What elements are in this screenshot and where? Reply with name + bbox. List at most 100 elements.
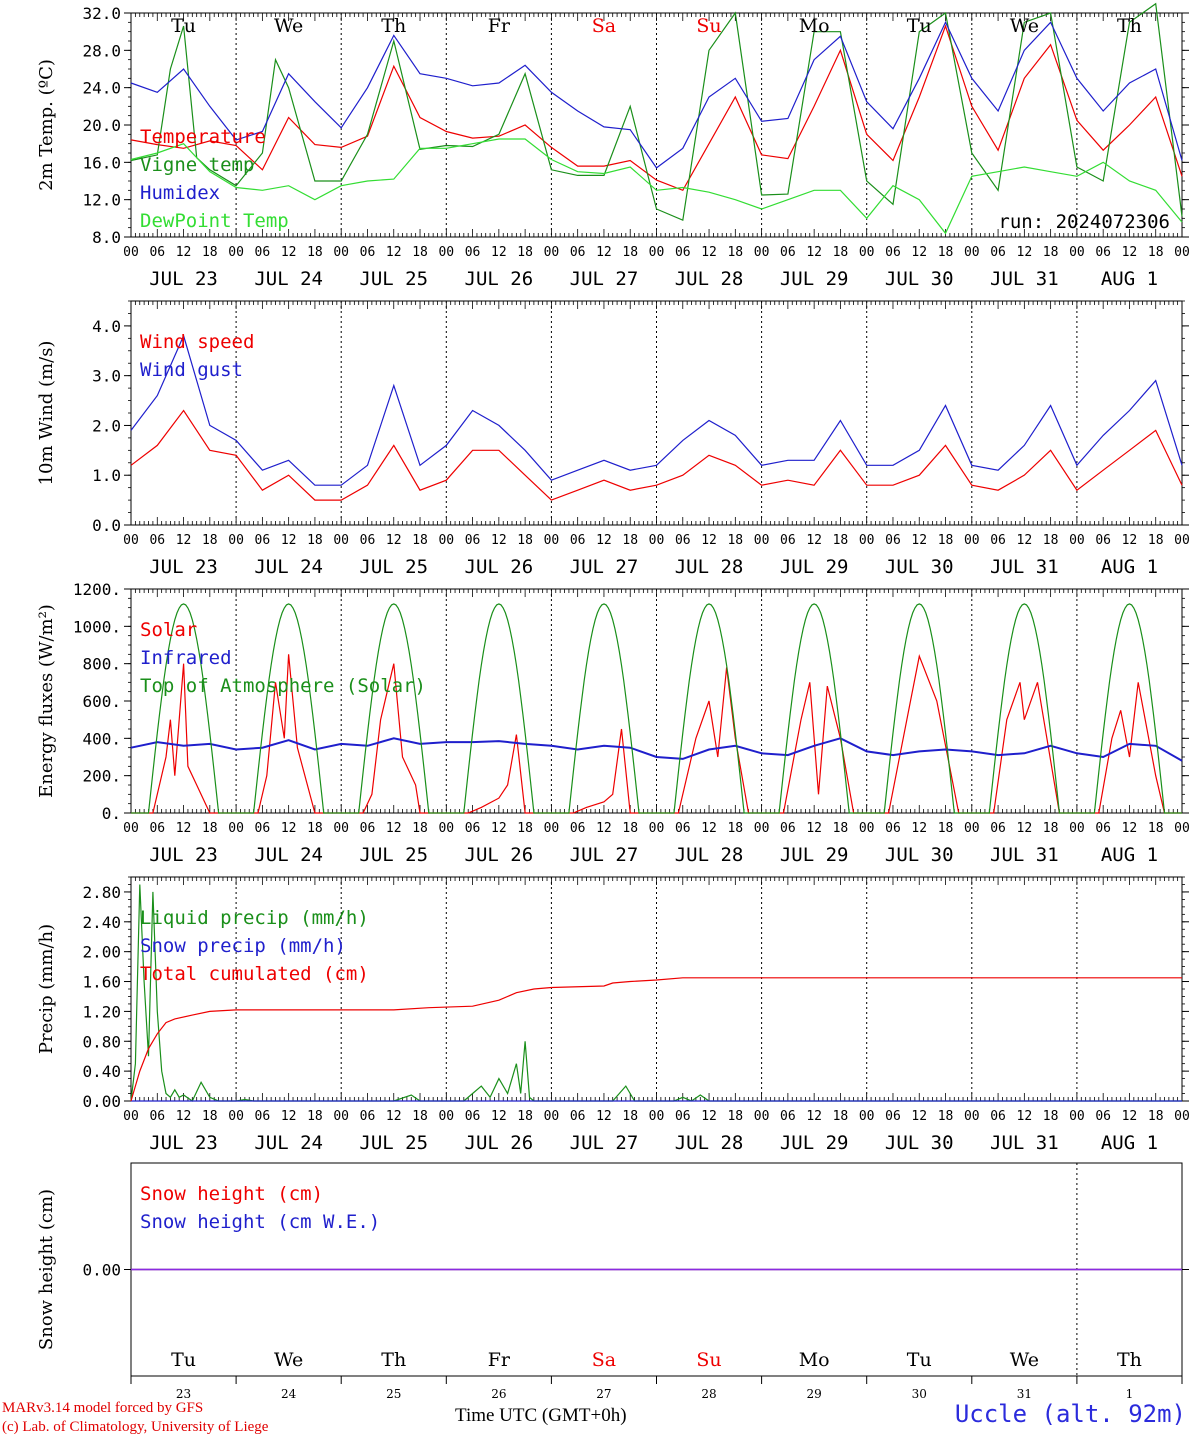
series-line-vigne-temp [130, 2, 1183, 222]
y-tick-label: 2.0 [92, 416, 121, 435]
y-tick-label: 3.0 [92, 367, 121, 386]
x-tick-label: 06 [1095, 245, 1111, 260]
weekday-label: Sa [592, 1349, 616, 1371]
x-tick-label: 00 [228, 533, 244, 548]
x-tick-label: 12 [386, 821, 402, 836]
day-number-label: 28 [701, 1387, 716, 1401]
x-tick-label: 12 [1017, 821, 1033, 836]
legend-entry: Snow height (cm W.E.) [140, 1211, 380, 1233]
x-tick-label: 00 [333, 821, 349, 836]
date-label: JUL 25 [359, 844, 428, 866]
x-tick-label: 18 [938, 821, 954, 836]
series-line-infrared [130, 737, 1183, 762]
x-tick-label: 18 [412, 821, 428, 836]
x-tick-label: 18 [938, 533, 954, 548]
x-tick-label: 12 [596, 245, 612, 260]
date-label: JUL 27 [570, 556, 639, 578]
x-tick-label: 18 [727, 245, 743, 260]
x-tick-label: 00 [649, 1109, 665, 1124]
x-tick-label: 00 [544, 245, 560, 260]
date-label: JUL 28 [675, 556, 744, 578]
weekday-label: Th [1117, 1349, 1142, 1371]
station-label: Uccle (alt. 92m) [954, 1400, 1186, 1428]
x-tick-label: 06 [885, 1109, 901, 1124]
x-tick-label: 18 [307, 821, 323, 836]
x-tick-label: 00 [333, 533, 349, 548]
date-label: JUL 24 [254, 556, 323, 578]
x-tick-label: 06 [1095, 1109, 1111, 1124]
legend-entry: Infrared [140, 647, 232, 669]
x-tick-label: 12 [1017, 1109, 1033, 1124]
x-tick-label: 00 [123, 245, 139, 260]
date-label: JUL 24 [254, 268, 323, 290]
x-tick-label: 12 [1122, 1109, 1138, 1124]
x-tick-label: 06 [780, 1109, 796, 1124]
x-tick-label: 00 [333, 1109, 349, 1124]
weekday-label: Th [381, 15, 406, 37]
date-label: JUL 23 [149, 268, 218, 290]
x-tick-label: 06 [360, 821, 376, 836]
y-axis-label: Snow height (cm) [36, 1189, 57, 1350]
weekday-label: Th [381, 1349, 406, 1371]
x-tick-label: 12 [911, 245, 927, 260]
x-tick-label: 12 [491, 1109, 507, 1124]
x-tick-label: 06 [990, 821, 1006, 836]
y-tick-label: 1200. [73, 580, 121, 599]
date-label: JUL 25 [359, 1132, 428, 1154]
x-tick-label: 12 [281, 533, 297, 548]
x-tick-label: 00 [228, 245, 244, 260]
legend-entry: Wind gust [140, 359, 243, 381]
legend-entry: Top of Atmosphere (Solar) [140, 675, 426, 697]
date-label: JUL 26 [465, 268, 534, 290]
weekday-label: Tu [907, 1349, 932, 1371]
x-tick-label: 18 [622, 533, 638, 548]
x-tick-label: 00 [333, 245, 349, 260]
x-tick-label: 18 [202, 245, 218, 260]
x-tick-label: 18 [412, 245, 428, 260]
x-tick-label: 18 [412, 1109, 428, 1124]
x-tick-label: 12 [806, 821, 822, 836]
y-tick-label: 0.00 [82, 1261, 121, 1280]
y-tick-label: 1.60 [82, 973, 121, 992]
date-label: JUL 30 [885, 268, 954, 290]
x-tick-label: 12 [491, 821, 507, 836]
legend-entry: Total cumulated (cm) [140, 963, 369, 985]
date-label: JUL 25 [359, 268, 428, 290]
date-label: JUL 29 [780, 556, 849, 578]
series-line-humidex [130, 20, 1183, 169]
x-tick-label: 18 [517, 1109, 533, 1124]
weekday-label: Su [696, 1349, 721, 1371]
x-tick-label: 06 [990, 533, 1006, 548]
date-label: JUL 28 [675, 268, 744, 290]
date-label: JUL 26 [465, 1132, 534, 1154]
date-label: JUL 31 [990, 1132, 1059, 1154]
x-tick-label: 00 [859, 1109, 875, 1124]
x-tick-label: 06 [675, 821, 691, 836]
x-tick-label: 18 [517, 821, 533, 836]
x-tick-label: 00 [544, 1109, 560, 1124]
weekday-label: Mo [799, 15, 830, 37]
x-tick-label: 06 [675, 1109, 691, 1124]
x-tick-label: 12 [491, 533, 507, 548]
x-tick-label: 00 [859, 533, 875, 548]
x-tick-label: 06 [675, 533, 691, 548]
x-tick-label: 06 [465, 821, 481, 836]
x-tick-label: 18 [202, 533, 218, 548]
x-tick-label: 18 [938, 1109, 954, 1124]
y-tick-label: 1.0 [92, 466, 121, 485]
date-label: JUL 26 [465, 556, 534, 578]
x-tick-label: 06 [1095, 821, 1111, 836]
x-tick-label: 06 [255, 1109, 271, 1124]
day-number-label: 23 [176, 1387, 191, 1401]
x-tick-label: 12 [806, 245, 822, 260]
series-line-liquid-precip-mm-h [130, 884, 1182, 1102]
weekday-label: Mo [799, 1349, 830, 1371]
y-tick-label: 32.0 [82, 4, 121, 23]
x-tick-label: 00 [228, 821, 244, 836]
x-tick-label: 18 [1043, 533, 1059, 548]
y-tick-label: 20.0 [82, 116, 121, 135]
date-label: JUL 29 [780, 844, 849, 866]
y-tick-label: 600. [82, 692, 121, 711]
y-tick-label: 4.0 [92, 317, 121, 336]
